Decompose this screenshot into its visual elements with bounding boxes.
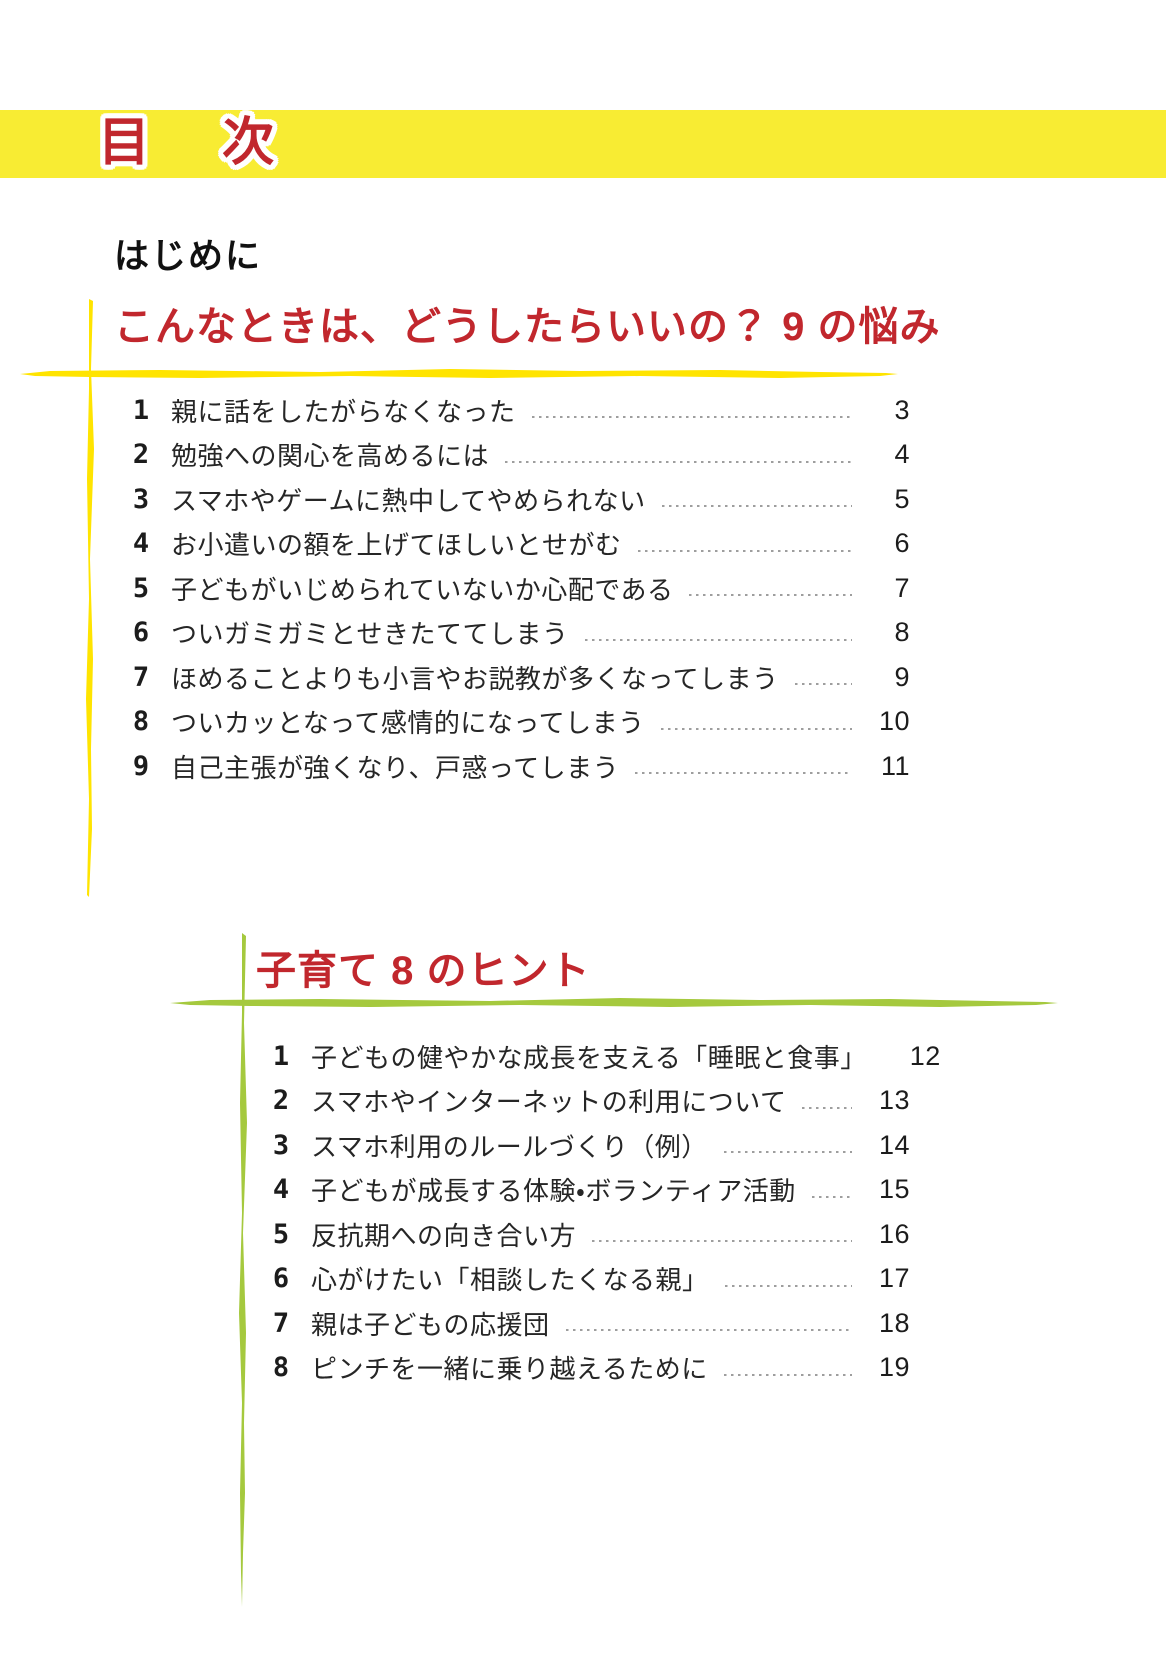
- section2-heading: 子育て 8 のヒント: [256, 949, 591, 993]
- toc-row: 8 ついカッとなって感情的になってしまう 10: [126, 700, 910, 745]
- toc-row: 7 ほめることよりも小言やお説教が多くなってしまう 9: [126, 655, 910, 700]
- item-title: ついガミガミとせきたててしまう: [171, 619, 569, 650]
- item-title: 子どもの健やかな成長を支える「睡眠と食事」: [311, 1042, 867, 1073]
- item-number: 2: [272, 1085, 290, 1117]
- item-page: 14: [878, 1129, 910, 1160]
- item-number: 7: [132, 661, 150, 693]
- toc-row: 6 ついガミガミとせきたててしまう 8: [126, 611, 910, 656]
- item-title: スマホ利用のルールづくり（例）: [311, 1131, 708, 1162]
- item-number: 4: [132, 528, 150, 560]
- item-title: ピンチを一緒に乗り越えるために: [311, 1354, 708, 1385]
- toc-row: 9 自己主張が強くなり、戸惑ってしまう 11: [126, 744, 910, 789]
- toc-row: 2 勉強への関心を高めるには 4: [126, 433, 910, 478]
- dotted-leader: [635, 771, 852, 775]
- dotted-leader: [724, 1284, 852, 1288]
- item-page: 19: [878, 1352, 910, 1383]
- item-number: 8: [272, 1352, 290, 1384]
- toc-row: 2 スマホやインターネットの利用について 13: [266, 1079, 910, 1124]
- dotted-leader: [592, 1239, 852, 1243]
- toc-row: 6 心がけたい「相談したくなる親」 17: [266, 1257, 910, 1302]
- toc-row: 5 子どもがいじめられていないか心配である 7: [126, 566, 910, 611]
- brush-sideline-green: [239, 933, 247, 1607]
- toc-row: 3 スマホやゲームに熱中してやめられない 5: [126, 477, 910, 522]
- item-number: 3: [272, 1129, 290, 1161]
- dotted-leader: [794, 682, 852, 686]
- item-page: 7: [894, 572, 910, 603]
- item-number: 1: [132, 394, 150, 426]
- intro-heading: はじめに: [114, 237, 263, 276]
- item-page: 5: [894, 483, 910, 514]
- toc-list-hints: 1 子どもの健やかな成長を支える「睡眠と食事」 12 2 スマホやインターネット…: [266, 1034, 940, 1391]
- item-title: 勉強への関心を高めるには: [171, 441, 490, 472]
- dotted-leader: [661, 504, 852, 508]
- item-title: スマホやゲームに熱中してやめられない: [171, 485, 646, 516]
- title-banner: 目 次: [0, 110, 1166, 178]
- item-page: 4: [894, 439, 910, 470]
- toc-row: 8 ピンチを一緒に乗り越えるために 19: [266, 1346, 910, 1391]
- item-number: 3: [132, 483, 150, 515]
- item-page: 3: [894, 394, 910, 425]
- item-page: 10: [878, 706, 910, 737]
- brush-sideline-yellow: [86, 299, 94, 897]
- item-number: 6: [272, 1263, 290, 1295]
- toc-row: 1 子どもの健やかな成長を支える「睡眠と食事」 12: [266, 1034, 940, 1079]
- item-page: 15: [878, 1174, 910, 1205]
- dotted-leader: [660, 727, 852, 731]
- section1-heading: こんなときは、どうしたらいいの？ 9 の悩み: [114, 305, 941, 349]
- dotted-leader: [802, 1106, 852, 1110]
- item-page: 17: [878, 1263, 910, 1294]
- item-number: 5: [132, 572, 150, 604]
- item-title: スマホやインターネットの利用について: [311, 1087, 787, 1118]
- toc-row: 4 お小遣いの額を上げてほしいとせがむ 6: [126, 522, 910, 567]
- item-number: 5: [272, 1218, 290, 1250]
- item-number: 7: [272, 1307, 290, 1339]
- dotted-leader: [565, 1328, 852, 1332]
- toc-row: 7 親は子どもの応援団 18: [266, 1301, 910, 1346]
- item-title: 子どもがいじめられていないか心配である: [171, 574, 674, 605]
- item-title: 心がけたい「相談したくなる親」: [311, 1265, 709, 1296]
- item-title: 自己主張が強くなり、戸惑ってしまう: [171, 752, 620, 783]
- dotted-leader: [531, 415, 852, 419]
- item-page: 12: [909, 1040, 941, 1071]
- item-number: 4: [272, 1174, 290, 1206]
- item-number: 2: [132, 439, 150, 471]
- toc-row: 1 親に話をしたがらなくなった 3: [126, 388, 910, 433]
- item-page: 11: [880, 750, 910, 781]
- toc-row: 5 反抗期への向き合い方 16: [266, 1212, 910, 1257]
- dotted-leader: [637, 549, 852, 553]
- item-page: 16: [878, 1218, 910, 1249]
- item-number: 6: [132, 617, 150, 649]
- dotted-leader: [584, 638, 852, 642]
- brush-underline-green: [170, 998, 1058, 1007]
- item-title: 反抗期への向き合い方: [311, 1220, 577, 1251]
- dotted-leader: [723, 1150, 852, 1154]
- item-page: 9: [894, 661, 910, 692]
- item-title: 親に話をしたがらなくなった: [171, 396, 516, 427]
- item-title: ほめることよりも小言やお説教が多くなってしまう: [171, 663, 779, 694]
- toc-row: 3 スマホ利用のルールづくり（例） 14: [266, 1123, 910, 1168]
- item-number: 1: [272, 1040, 290, 1072]
- item-title: 子どもが成長する体験・ボランティア活動: [311, 1176, 796, 1207]
- toc-row: 4 子どもが成長する体験・ボランティア活動 15: [266, 1168, 910, 1213]
- item-page: 13: [878, 1085, 910, 1116]
- item-number: 8: [132, 706, 150, 738]
- item-title: 親は子どもの応援団: [311, 1309, 550, 1340]
- item-page: 18: [878, 1307, 910, 1338]
- toc-list-worries: 1 親に話をしたがらなくなった 3 2 勉強への関心を高めるには 4 3 スマホ…: [126, 388, 910, 789]
- item-number: 9: [132, 750, 150, 782]
- page-title: 目 次: [98, 114, 285, 172]
- item-title: ついカッとなって感情的になってしまう: [171, 708, 645, 739]
- item-page: 6: [894, 528, 910, 559]
- brush-underline-yellow: [20, 369, 898, 378]
- item-page: 8: [894, 617, 910, 648]
- dotted-leader: [689, 593, 852, 597]
- dotted-leader: [811, 1195, 852, 1199]
- dotted-leader: [723, 1373, 852, 1377]
- dotted-leader: [505, 460, 852, 464]
- item-title: お小遣いの額を上げてほしいとせがむ: [171, 530, 622, 561]
